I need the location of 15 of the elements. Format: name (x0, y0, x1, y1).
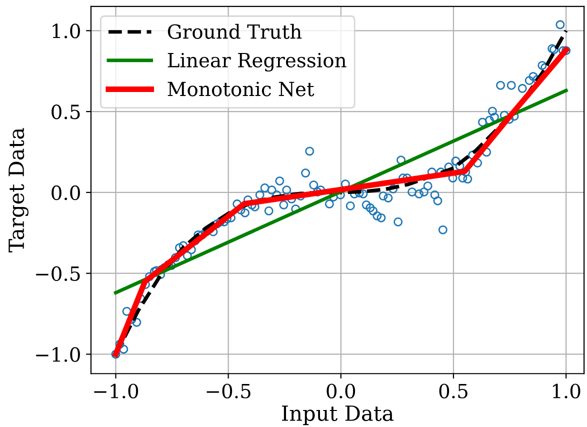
legend-label: Linear Regression (168, 52, 346, 72)
legend-label: Monotonic Net (168, 82, 314, 96)
x-axis-title: Input Data (282, 406, 394, 426)
x-tick-label: −1.0 (94, 384, 138, 398)
x-tick-label: −0.5 (206, 384, 250, 398)
y-tick-label: −1.0 (36, 347, 80, 362)
x-tick-label: 0.0 (326, 384, 356, 398)
x-tick-label: 0.5 (439, 384, 468, 398)
y-axis-title: Target Data (8, 128, 28, 252)
legend-label: Ground Truth (168, 24, 302, 39)
y-tick-label: −0.5 (36, 266, 80, 281)
y-tick-label: 0.0 (52, 185, 80, 200)
y-tick-label: 1.0 (52, 24, 80, 38)
y-tick-label: 0.5 (52, 104, 80, 120)
x-tick-label: 1.0 (552, 384, 580, 398)
